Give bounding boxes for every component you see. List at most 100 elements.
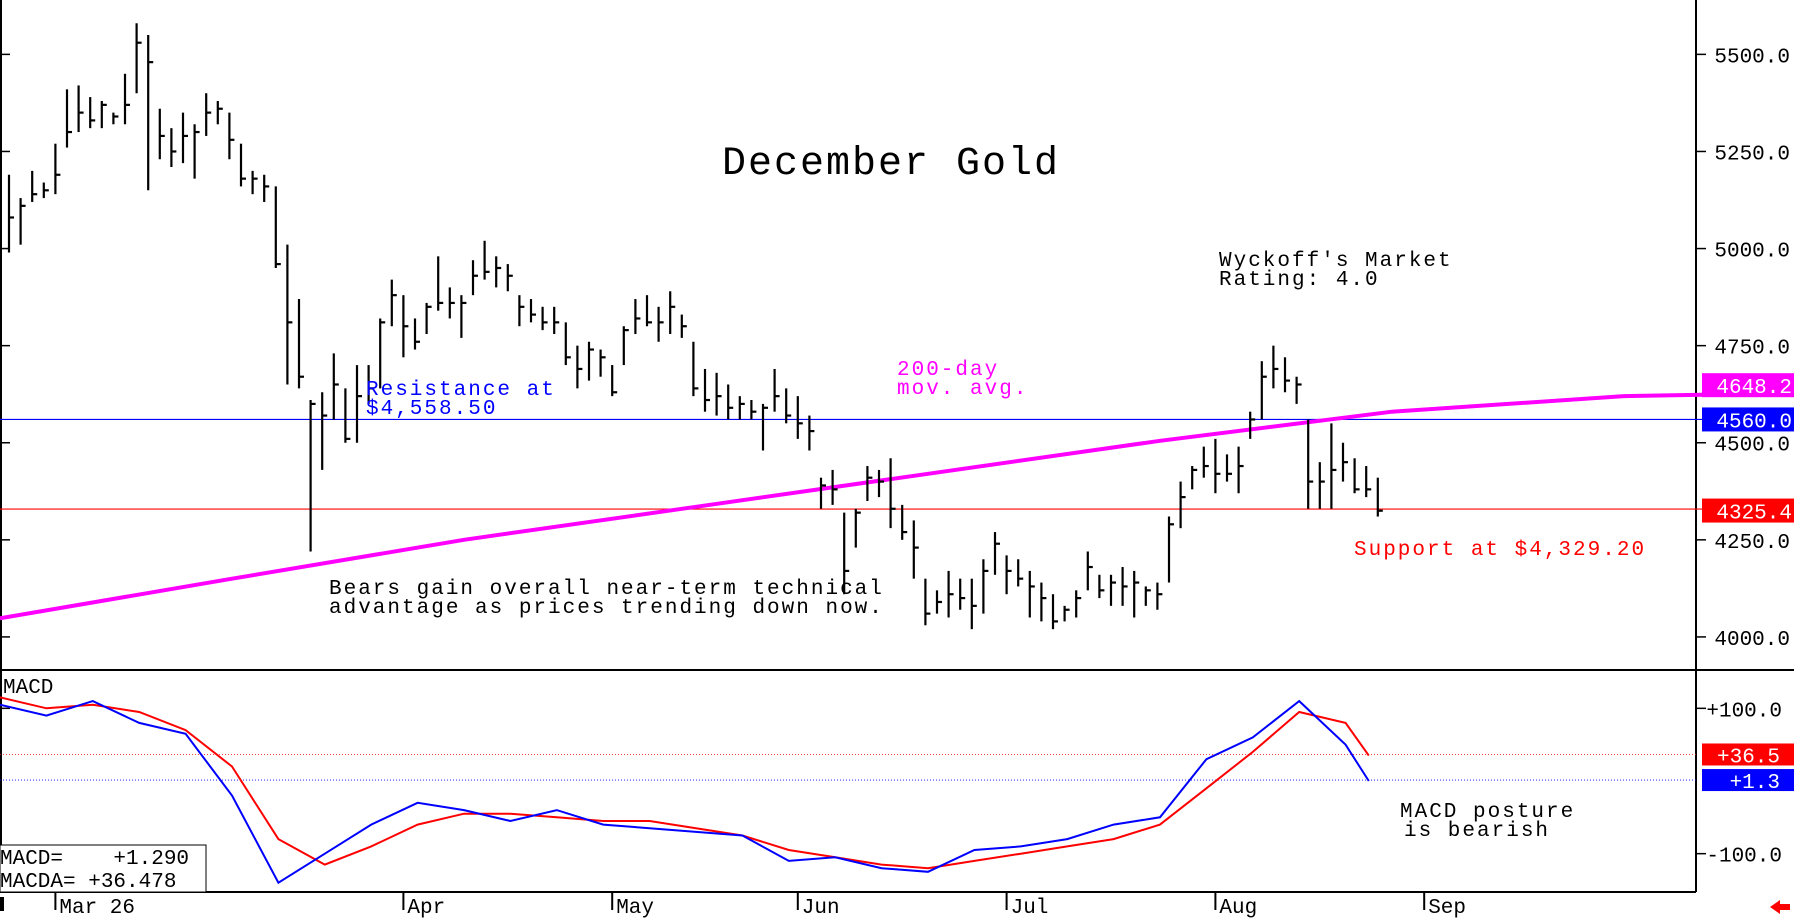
ohlc-bar [1353,458,1360,494]
y-tick-label: 5500.0 [1714,46,1790,69]
scroll-left-icon[interactable] [0,897,4,911]
ohlc-bar [1144,586,1151,606]
ohlc-bar [31,170,38,202]
svg-text:+36.5: +36.5 [1717,746,1780,769]
rating-annotation-line1: Wyckoff's Market [1219,250,1453,273]
macd-readout-box [0,844,207,893]
svg-text:+1.3: +1.3 [1730,772,1780,795]
ohlc-bar [1272,345,1279,389]
ohlc-bar [205,93,212,136]
ohlc-bar [866,466,873,501]
ohlc-bar [1202,446,1209,478]
ohlc-bar [100,100,107,129]
ohlc-bar [1283,357,1290,393]
ohlc-bar [251,170,258,195]
ohlc-bar [599,349,606,377]
ohlc-bar [1121,567,1128,606]
x-axis-label: Jul [1005,892,1048,918]
ohlc-bar [634,299,641,334]
ohlc-bar [1237,446,1244,494]
ohlc-bar [1156,582,1163,610]
ohlc-bar [65,89,72,148]
bears-annotation-line2: advantage as prices trending down now. [329,597,884,620]
ohlc-bar [344,388,351,443]
ohlc-bar [425,302,432,334]
ohlc-bar [738,396,745,420]
ohlc-bar [935,590,942,614]
price-tags: 4648.2 4560.0 4325.4 [1702,373,1794,526]
ohlc-bar [1341,442,1348,482]
ohlc-bar [1086,551,1093,591]
svg-text:4560.0: 4560.0 [1716,411,1792,434]
ohlc-bar [1063,605,1070,622]
macd-line [0,699,1370,885]
ohlc-bar [657,306,664,342]
ohlc-bar [19,198,26,245]
ohlc-bar [181,112,188,164]
ohlc-bar [1214,438,1221,494]
ohlc-bar [889,458,896,529]
ohlc-bar [355,365,362,443]
chart-frame [0,0,1794,893]
ohlc-bar [576,345,583,389]
ohlc-bar [437,256,444,311]
ohlc-bar [518,295,525,327]
ohlc-bar [1365,466,1372,498]
ohlc-bar [541,306,548,331]
ohlc-bar [54,143,61,195]
price-tag: 4648.2 [1702,373,1794,400]
ohlc-bar [692,341,699,397]
ohlc-bar [379,318,386,389]
ohlc-bar [750,400,757,420]
ohlc-bar [42,182,49,199]
ohlc-bar [309,400,316,552]
resistance-annotation-line2: $4,558.50 [366,398,497,421]
y-tick-label: 5250.0 [1714,143,1790,166]
ohlc-bar [1318,462,1325,509]
ohlc-bar [947,570,954,618]
ohlc-bar [529,299,536,323]
ohlc-bar [216,100,223,125]
svg-text:Mar 26: Mar 26 [59,897,135,918]
x-axis-label: Jun [796,892,840,918]
svg-text:Apr: Apr [407,897,445,918]
ohlc-bar [112,112,119,125]
ohlc-bar [703,368,710,412]
ohlc-bar [147,34,154,191]
ohlc-bar [1005,555,1012,595]
ohlc-bar [1017,559,1024,587]
ohlc-bar [901,504,908,540]
x-axis-label: May [611,892,654,918]
ohlc-bar [587,341,594,381]
ohlc-bar [1225,454,1232,482]
ohlc-bar [1376,477,1383,517]
y-tick-label: 5000.0 [1714,241,1790,264]
scroll-right-arrow-icon[interactable] [1770,900,1790,914]
ohlc-bar [274,186,281,268]
ohlc-bar [924,578,931,626]
ohlc-bar [495,256,502,288]
ohlc-bar [1295,376,1302,404]
ohlc-bar [877,469,884,498]
svg-text:Jun: Jun [802,897,840,918]
moving-average-line [0,391,1794,621]
ohlc-bar [669,291,676,334]
ohlc-bar [158,108,165,160]
ohlc-bar [7,174,14,253]
ohlc-bar [1330,423,1337,509]
x-axis-label: Sep [1423,892,1466,918]
ohlc-bar [1307,419,1314,509]
rating-annotation-line2: Rating: 4.0 [1219,269,1380,292]
x-axis-label: Aug [1214,892,1257,918]
ohlc-bar [123,73,130,125]
ohlc-bar [239,143,246,187]
ohlc-bar [471,260,478,296]
ohlc-bar [564,322,571,366]
ohlc-bar [89,97,96,129]
ohlc-bar [1098,574,1105,599]
macd-annotation-line1: MACD posture [1400,801,1575,824]
ohlc-bar [808,415,815,451]
ohlc-bar [1260,361,1267,420]
ohlc-bar [611,365,618,397]
ohlc-bar [1179,481,1186,529]
